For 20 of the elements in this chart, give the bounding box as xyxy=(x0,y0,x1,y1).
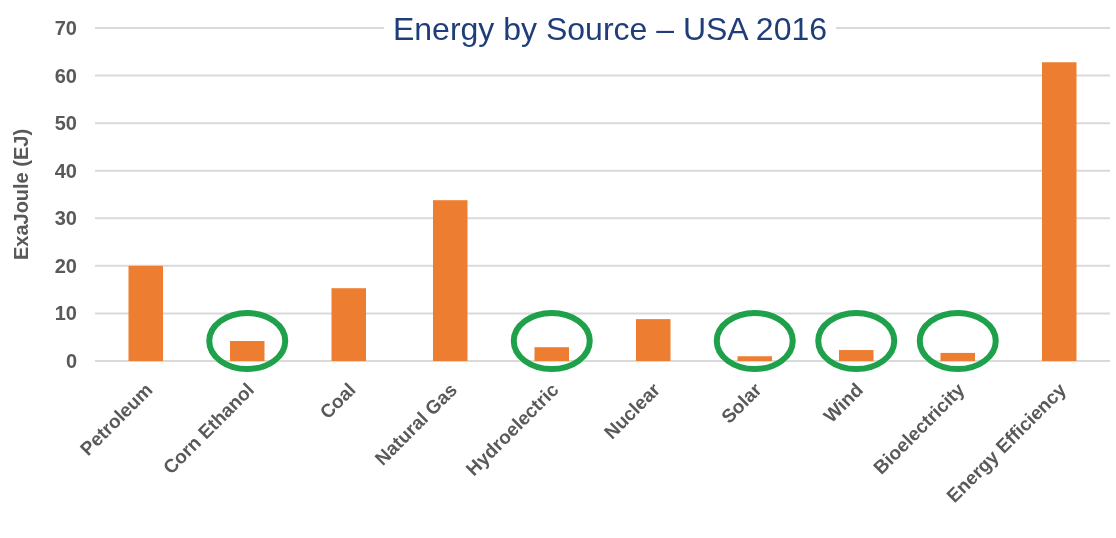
chart-title: Energy by Source – USA 2016 xyxy=(392,11,828,47)
bar xyxy=(1041,62,1077,361)
y-tick-label: 0 xyxy=(65,350,77,372)
y-tick-label: 50 xyxy=(54,112,77,135)
y-axis-title: ExaJoule (EJ) xyxy=(10,128,32,261)
bar xyxy=(433,200,468,361)
bar xyxy=(737,356,773,361)
y-tick-label: 70 xyxy=(54,17,77,39)
bar xyxy=(230,341,265,361)
y-tick-label: 10 xyxy=(54,302,77,325)
y-tick-label: 60 xyxy=(54,64,77,87)
bar xyxy=(839,350,874,361)
y-tick-label: 20 xyxy=(54,254,77,277)
y-tick-label: 40 xyxy=(54,159,77,182)
y-tick-label: 30 xyxy=(54,207,77,230)
bar xyxy=(636,319,671,361)
bar xyxy=(940,352,976,361)
bar xyxy=(534,347,570,361)
bar xyxy=(128,265,164,361)
bar xyxy=(331,288,367,361)
